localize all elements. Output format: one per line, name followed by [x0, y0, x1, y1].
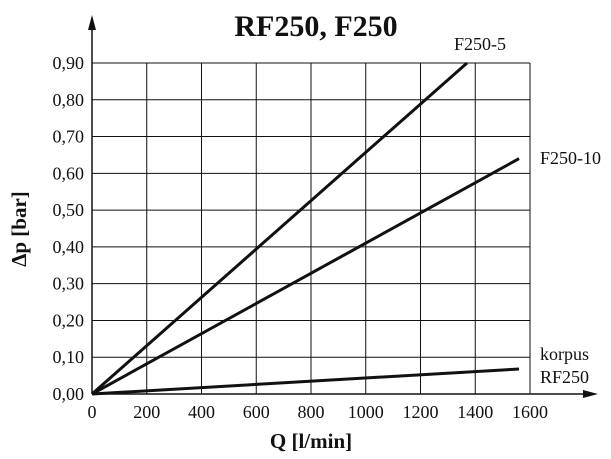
- y-tick-label: 0,40: [53, 237, 85, 257]
- x-tick-label: 600: [243, 402, 270, 422]
- x-tick-label: 800: [298, 402, 325, 422]
- series-line-2: [91, 157, 520, 396]
- series-line-3: [91, 367, 520, 396]
- series-label-3: korpus: [540, 344, 589, 364]
- x-tick-label: 0: [88, 402, 97, 422]
- x-tick-label: 1200: [403, 402, 439, 422]
- y-tick-label: 0,90: [53, 53, 85, 73]
- series-label-3: RF250: [540, 367, 589, 387]
- x-tick-label: 200: [133, 402, 160, 422]
- x-tick-label: 400: [188, 402, 215, 422]
- series-label-2: F250-10: [540, 148, 601, 168]
- y-tick-label: 0,80: [53, 90, 85, 110]
- series-label-1: F250-5: [454, 34, 506, 54]
- y-tick-label: 0,30: [53, 274, 85, 294]
- x-tick-labels: 0 200 400 600 800 1000 1200 1400 1600: [88, 402, 549, 422]
- x-tick-label: 1000: [348, 402, 384, 422]
- axes: [88, 15, 598, 398]
- x-tick-label: 1400: [457, 402, 493, 422]
- grid: [92, 62, 531, 394]
- y-tick-label: 0,70: [53, 127, 85, 147]
- series-group: F250-5 F250-10 korpus RF250: [91, 34, 601, 396]
- y-tick-label: 0,10: [53, 347, 85, 367]
- y-tick-labels: 0,00 0,10 0,20 0,30 0,40 0,50 0,60 0,70 0,80 0,90: [53, 53, 85, 404]
- y-axis-label: Δp [bar]: [7, 191, 31, 267]
- x-axis-arrow: [583, 390, 598, 398]
- chart-title: RF250, F250: [234, 10, 397, 43]
- y-tick-label: 0,60: [53, 163, 85, 183]
- series-line-1: [91, 61, 469, 396]
- y-tick-label: 0,50: [53, 200, 85, 220]
- x-axis-label: Q [l/min]: [270, 429, 352, 453]
- y-tick-label: 0,00: [53, 384, 85, 404]
- y-tick-label: 0,20: [53, 310, 85, 330]
- x-tick-label: 1600: [512, 402, 548, 422]
- y-axis-arrow: [88, 15, 96, 30]
